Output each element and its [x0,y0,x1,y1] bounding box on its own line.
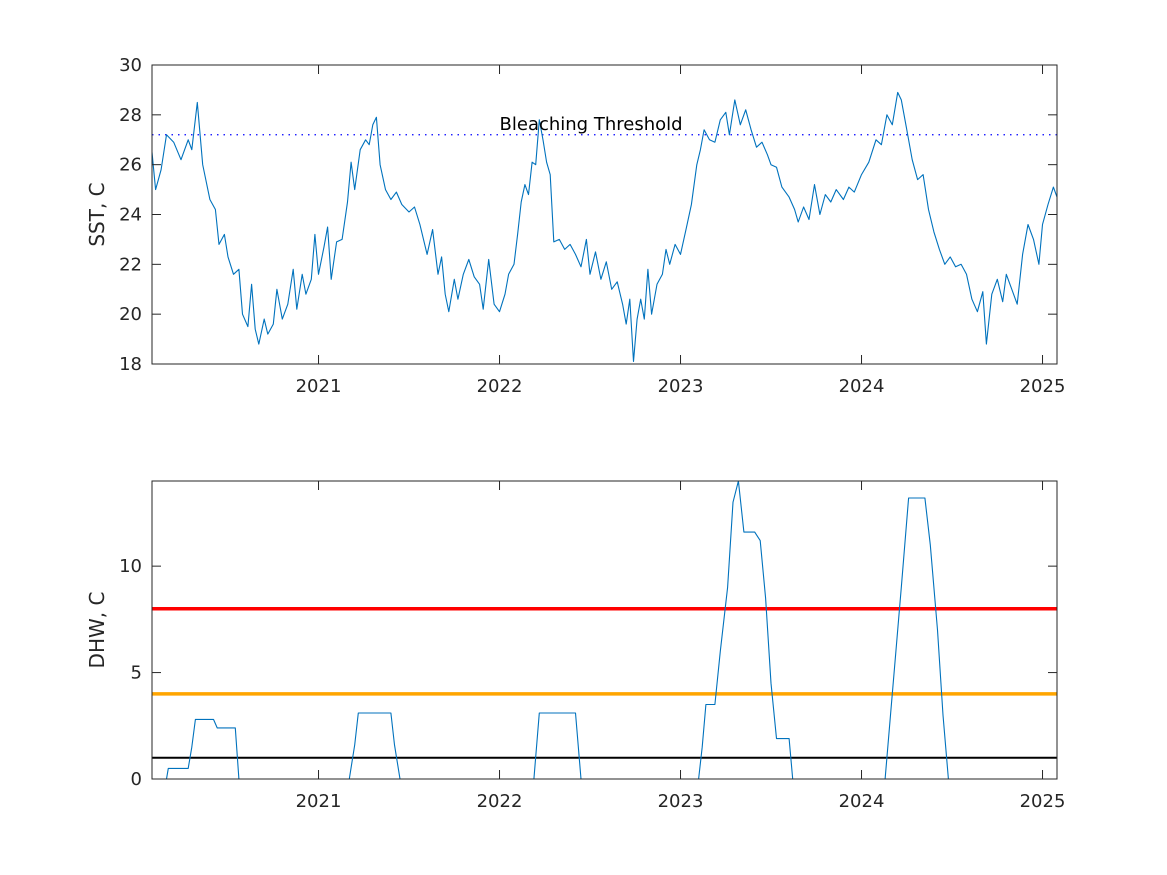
sst-series-line-0 [152,91,1057,363]
sst-y-tick-label-24: 24 [119,205,142,226]
dhw-x-tick-label-2023: 2023 [658,791,704,812]
dhw-y-ticks: 0 5 10 [119,556,1057,790]
sst-y-axis-title: SST, C [85,182,109,246]
dhw-x-tick-label-2022: 2022 [477,791,523,812]
dhw-y-tick-label-0: 0 [131,769,142,790]
dhw-y-tick-label-5: 5 [131,663,142,684]
dhw-reference-lines [152,606,1057,759]
sst-x-tick-label-2021: 2021 [296,376,342,397]
dhw-x-ticks: 2021 2022 2023 2024 2025 [296,481,1066,812]
sst-panel: Bleaching Threshold 2021 2022 2023 2024 2025… [85,55,1065,397]
dhw-y-tick-label-10: 10 [119,556,142,577]
dhw-series-line-0 [152,481,1057,779]
sst-x-tick-label-2023: 2023 [658,376,704,397]
sst-y-tick-label-18: 18 [119,354,142,375]
sst-x-tick-label-2024: 2024 [839,376,885,397]
sst-y-ticks: 18 20 22 24 26 28 30 [119,55,1057,375]
sst-x-ticks: 2021 2022 2023 2024 2025 [296,65,1066,397]
dhw-x-tick-label-2024: 2024 [839,791,885,812]
sst-y-tick-label-28: 28 [119,105,142,126]
sst-y-tick-label-22: 22 [119,254,142,275]
dhw-panel: 2021 2022 2023 2024 2025 0 5 10 DHW, C [85,480,1066,812]
sst-axes-background [152,65,1057,364]
sst-y-tick-label-20: 20 [119,304,142,325]
sst-x-tick-label-2025: 2025 [1020,376,1066,397]
sst-x-tick-label-2022: 2022 [477,376,523,397]
sst-series-group [152,91,1057,363]
dhw-series-group [152,481,1057,779]
dhw-axes-box [151,480,1058,780]
dhw-x-tick-label-2025: 2025 [1020,791,1066,812]
dhw-x-tick-label-2021: 2021 [296,791,342,812]
sst-y-tick-label-30: 30 [119,55,142,76]
sst-y-tick-label-26: 26 [119,155,142,176]
dhw-axes-background [152,481,1057,779]
sst-annotation-0: Bleaching Threshold [500,114,683,135]
dhw-y-axis-title: DHW, C [85,592,109,669]
sst-annotations: Bleaching Threshold [500,114,683,135]
